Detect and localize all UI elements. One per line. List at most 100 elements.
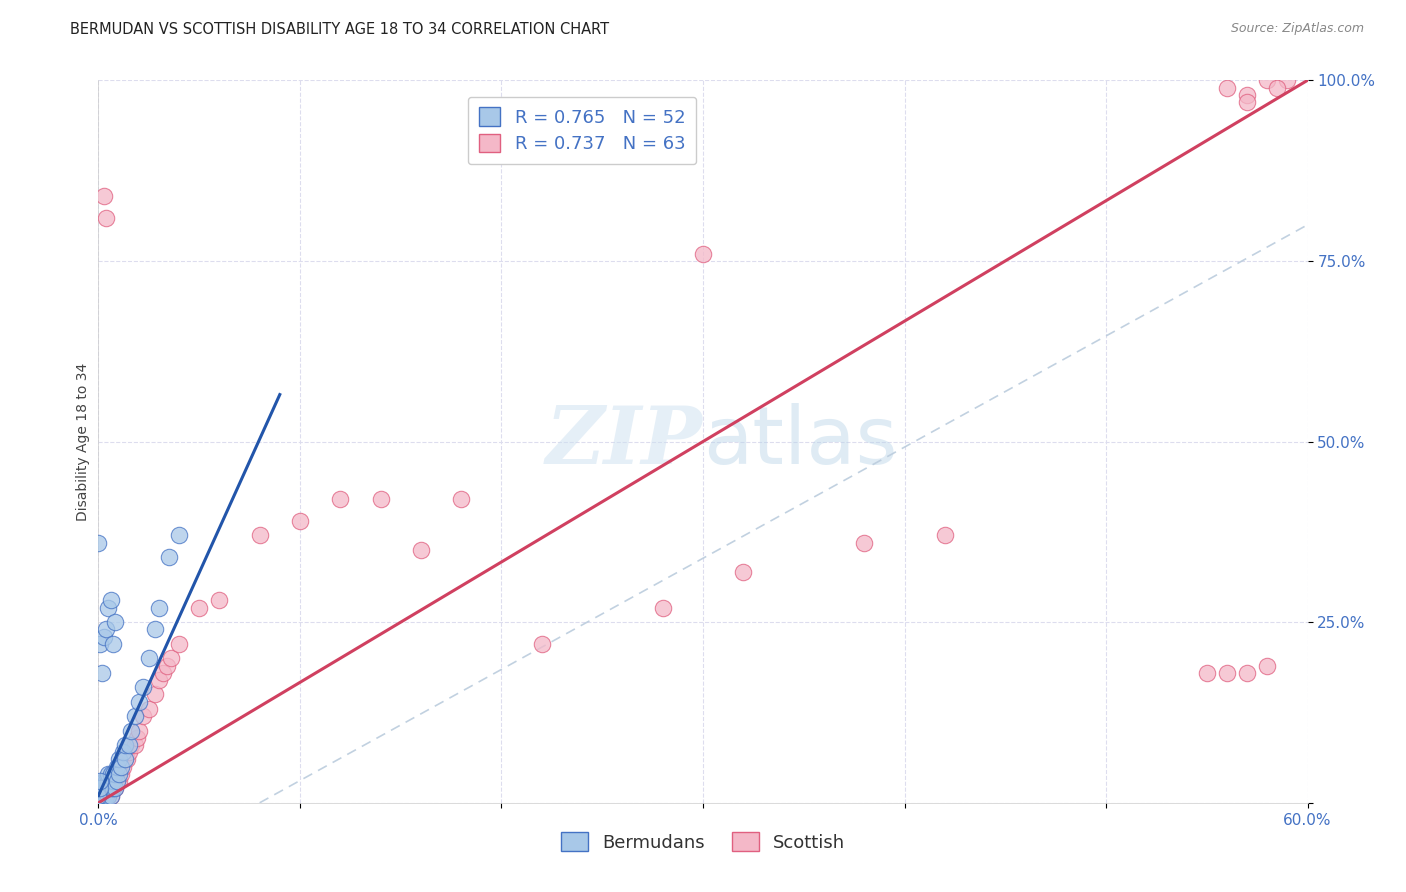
- Text: BERMUDAN VS SCOTTISH DISABILITY AGE 18 TO 34 CORRELATION CHART: BERMUDAN VS SCOTTISH DISABILITY AGE 18 T…: [70, 22, 609, 37]
- Point: [103, 767, 125, 781]
- Point: [103, 615, 125, 630]
- Point: [91, 665, 114, 680]
- Point: [87, 789, 110, 803]
- Point: [97, 781, 120, 796]
- Point: [93, 781, 115, 796]
- Point: [138, 702, 160, 716]
- Point: [89, 789, 111, 803]
- Point: [1236, 665, 1258, 680]
- Point: [100, 789, 122, 803]
- Point: [120, 723, 142, 738]
- Point: [450, 492, 472, 507]
- Point: [132, 709, 155, 723]
- Point: [91, 781, 114, 796]
- Point: [160, 651, 183, 665]
- Point: [97, 600, 120, 615]
- Point: [96, 789, 118, 803]
- Text: ZIP: ZIP: [546, 403, 703, 480]
- Point: [167, 528, 190, 542]
- Point: [118, 738, 141, 752]
- Point: [97, 767, 120, 781]
- Point: [934, 528, 956, 542]
- Point: [125, 731, 148, 745]
- Legend: Bermudans, Scottish: Bermudans, Scottish: [554, 825, 852, 859]
- Point: [143, 623, 166, 637]
- Point: [101, 637, 124, 651]
- Point: [93, 630, 115, 644]
- Text: Source: ZipAtlas.com: Source: ZipAtlas.com: [1230, 22, 1364, 36]
- Point: [124, 738, 146, 752]
- Point: [100, 774, 122, 789]
- Point: [101, 767, 124, 781]
- Point: [143, 687, 166, 701]
- Point: [1195, 665, 1218, 680]
- Point: [1267, 80, 1289, 95]
- Point: [249, 528, 271, 542]
- Point: [96, 211, 118, 225]
- Point: [89, 789, 111, 803]
- Point: [188, 600, 211, 615]
- Point: [101, 774, 124, 789]
- Point: [288, 514, 311, 528]
- Point: [97, 774, 120, 789]
- Point: [101, 767, 124, 781]
- Point: [100, 789, 122, 803]
- Point: [148, 673, 170, 687]
- Point: [93, 189, 115, 203]
- Point: [110, 760, 132, 774]
- Point: [1236, 87, 1258, 102]
- Point: [91, 789, 114, 803]
- Point: [89, 774, 111, 789]
- Point: [132, 680, 155, 694]
- Point: [101, 781, 124, 796]
- Point: [733, 565, 755, 579]
- Point: [107, 760, 129, 774]
- Point: [115, 752, 138, 766]
- Point: [110, 767, 132, 781]
- Text: atlas: atlas: [703, 402, 897, 481]
- Point: [329, 492, 352, 507]
- Point: [100, 593, 122, 607]
- Point: [530, 637, 553, 651]
- Point: [111, 760, 134, 774]
- Point: [100, 774, 122, 789]
- Point: [114, 752, 136, 766]
- Point: [208, 593, 231, 607]
- Point: [107, 752, 129, 766]
- Point: [651, 600, 673, 615]
- Point: [97, 781, 120, 796]
- Point: [89, 781, 111, 796]
- Point: [1216, 80, 1239, 95]
- Point: [152, 665, 174, 680]
- Point: [128, 723, 150, 738]
- Point: [97, 789, 120, 803]
- Point: [91, 789, 114, 803]
- Point: [100, 781, 122, 796]
- Point: [114, 738, 136, 752]
- Point: [124, 709, 146, 723]
- Point: [89, 637, 111, 651]
- Point: [1216, 665, 1239, 680]
- Point: [107, 774, 129, 789]
- Point: [101, 781, 124, 796]
- Point: [105, 774, 128, 789]
- Point: [103, 781, 125, 796]
- Point: [96, 774, 118, 789]
- Point: [156, 658, 179, 673]
- Point: [157, 550, 180, 565]
- Point: [87, 535, 110, 549]
- Point: [1256, 73, 1278, 87]
- Point: [97, 789, 120, 803]
- Point: [105, 760, 128, 774]
- Point: [93, 789, 115, 803]
- Point: [409, 542, 432, 557]
- Point: [96, 789, 118, 803]
- Point: [96, 623, 118, 637]
- Point: [96, 781, 118, 796]
- Point: [120, 738, 142, 752]
- Point: [118, 745, 141, 759]
- Point: [114, 752, 136, 766]
- Point: [93, 789, 115, 803]
- Point: [107, 767, 129, 781]
- Point: [111, 745, 134, 759]
